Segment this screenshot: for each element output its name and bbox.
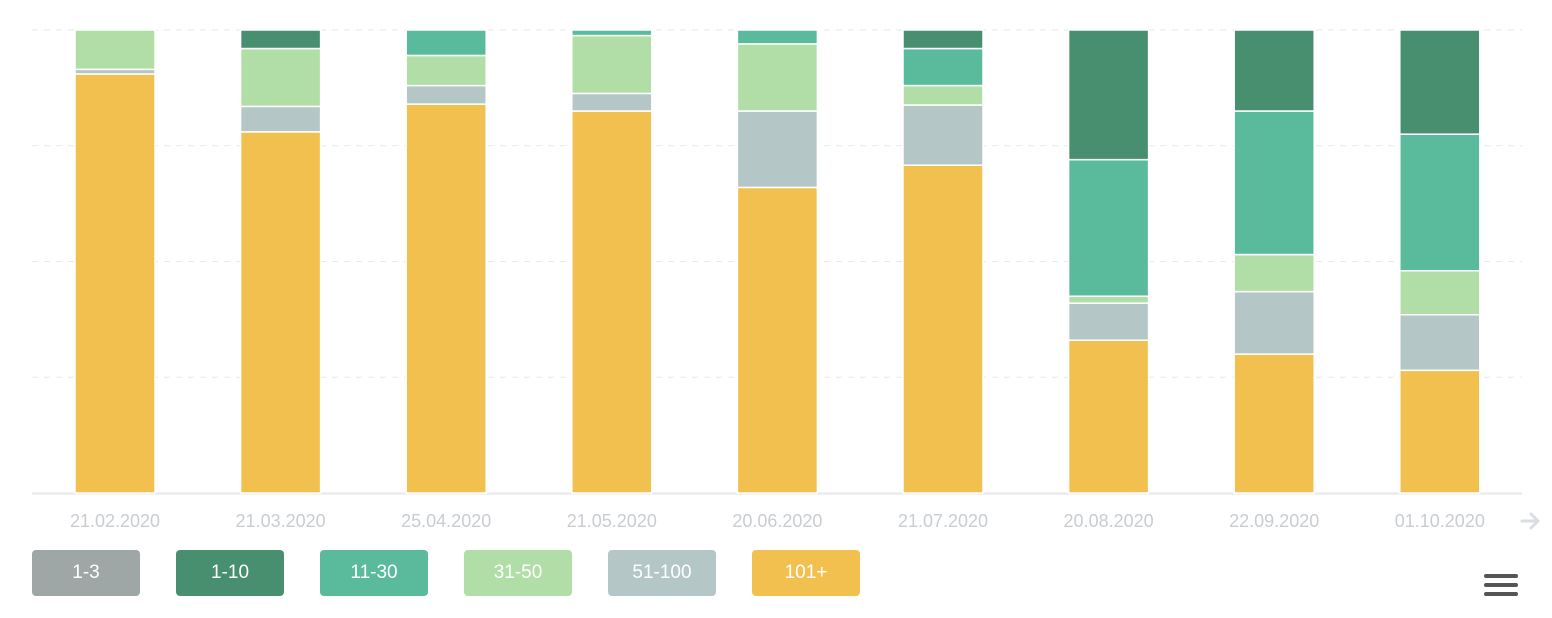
bar-segment-31-50[interactable]: [902, 84, 984, 106]
bar-segment-51-100[interactable]: [405, 84, 487, 105]
bar-segment-31-50[interactable]: [74, 29, 156, 71]
bar-segment-51-100[interactable]: [239, 105, 322, 133]
x-tick-label: 21.03.2020: [236, 511, 326, 531]
legend-item-11-30[interactable]: 11-30: [320, 550, 428, 596]
bar-segment-101+[interactable]: [1233, 353, 1315, 494]
bar-segment-31-50[interactable]: [571, 34, 653, 95]
bar-segment-31-50[interactable]: [736, 43, 819, 112]
bar-segment-11-30[interactable]: [405, 29, 487, 57]
bar-segment-11-30[interactable]: [1399, 133, 1481, 272]
bar-segment-51-100[interactable]: [1233, 290, 1315, 355]
bar-segment-51-100[interactable]: [736, 110, 819, 189]
legend-item-1-10[interactable]: 1-10: [176, 550, 284, 596]
scroll-right-arrow-icon[interactable]: [1519, 508, 1543, 534]
x-tick-label: 21.07.2020: [898, 511, 988, 531]
bar-segment-101+[interactable]: [1067, 339, 1150, 494]
legend-item-51-100[interactable]: 51-100: [608, 550, 716, 596]
bar-segment-11-30[interactable]: [571, 29, 653, 37]
bar-segment-31-50[interactable]: [405, 54, 487, 87]
x-tick-label: 01.10.2020: [1395, 511, 1485, 531]
bar-segment-11-30[interactable]: [1233, 110, 1315, 256]
bar-segment-31-50[interactable]: [1399, 270, 1481, 316]
bar-segment-1-10[interactable]: [1067, 29, 1150, 161]
bar-segment-101+[interactable]: [736, 186, 819, 494]
bar-segment-1-10[interactable]: [902, 29, 984, 50]
bar-segment-31-50[interactable]: [1067, 295, 1150, 304]
bar-segment-101+[interactable]: [74, 73, 156, 494]
bar-segment-11-30[interactable]: [1067, 158, 1150, 297]
bar-segment-51-100[interactable]: [1067, 302, 1150, 341]
legend: 1-3 1-10 11-30 31-50 51-100 101+: [32, 550, 860, 596]
x-tick-label: 21.02.2020: [70, 511, 160, 531]
menu-hamburger-icon[interactable]: [1484, 574, 1518, 602]
x-tick-label: 22.09.2020: [1229, 511, 1319, 531]
bar-segment-101+[interactable]: [1399, 369, 1481, 494]
bar-segment-101+[interactable]: [902, 164, 984, 494]
bar-segment-1-10[interactable]: [239, 29, 322, 50]
bar-segment-51-100[interactable]: [902, 104, 984, 166]
x-tick-label: 21.05.2020: [567, 511, 657, 531]
bar-segment-31-50[interactable]: [1233, 253, 1315, 293]
bars: [74, 29, 1481, 494]
bar-segment-1-10[interactable]: [1233, 29, 1315, 112]
x-tick-label: 20.08.2020: [1064, 511, 1154, 531]
bar-segment-1-10[interactable]: [1399, 29, 1481, 135]
x-tick-label: 25.04.2020: [401, 511, 491, 531]
bar-segment-11-30[interactable]: [736, 29, 819, 45]
bar-segment-11-30[interactable]: [902, 47, 984, 87]
x-axis-labels: 21.02.2020 21.03.2020 25.04.2020 21.05.2020…: [70, 511, 1485, 531]
legend-item-1-3[interactable]: 1-3: [32, 550, 140, 596]
x-tick-label: 20.06.2020: [732, 511, 822, 531]
bar-segment-51-100[interactable]: [571, 92, 653, 112]
bar-segment-101+[interactable]: [571, 110, 653, 494]
bar-segment-51-100[interactable]: [1399, 313, 1481, 372]
legend-item-101+[interactable]: 101+: [752, 550, 860, 596]
bar-segment-101+[interactable]: [405, 103, 487, 494]
legend-item-31-50[interactable]: 31-50: [464, 550, 572, 596]
bar-segment-101+[interactable]: [239, 131, 322, 494]
stacked-bar-chart: 21.02.2020 21.03.2020 25.04.2020 21.05.2020…: [32, 29, 1522, 531]
bar-segment-31-50[interactable]: [239, 47, 322, 108]
